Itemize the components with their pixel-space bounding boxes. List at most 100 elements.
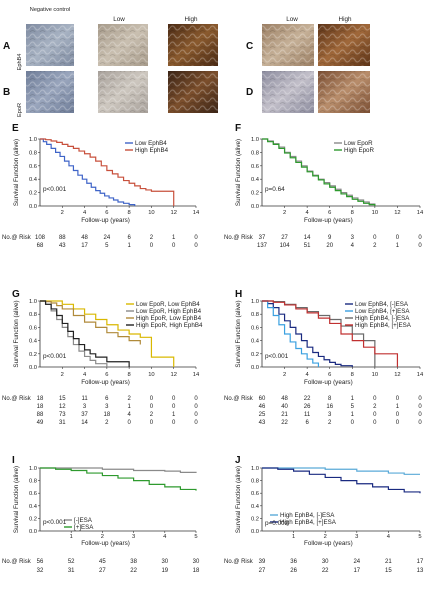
x-tick-label: 8 [351, 372, 354, 378]
risk-value: 2 [373, 243, 377, 249]
y-tick-label: 0.8 [251, 150, 259, 156]
series-line [262, 467, 420, 475]
x-tick-label: 6 [105, 210, 108, 216]
risk-value: 1 [172, 412, 176, 418]
risk-value: 22 [304, 396, 311, 402]
x-tick-label: 3 [132, 534, 135, 540]
series-line [40, 467, 197, 491]
x-tick-label: 14 [193, 372, 200, 378]
risk-value: 40 [281, 404, 288, 410]
y-tick-label: 0.4 [29, 177, 38, 183]
risk-value: 48 [81, 235, 88, 241]
col-label-low-left: Low [113, 16, 125, 23]
risk-value: 2 [150, 235, 154, 241]
risk-value: 31 [68, 568, 75, 574]
y-tick-label: 0.4 [29, 504, 38, 510]
micrograph-D-low [262, 71, 314, 113]
series-line [262, 300, 353, 367]
legend-label: Low EphB4, [+]ESA [355, 308, 410, 315]
y-tick-label: 0.8 [29, 150, 37, 156]
panel-label-E: E [12, 123, 19, 134]
risk-value: 21 [281, 412, 288, 418]
y-tick-label: 0.0 [251, 204, 259, 210]
risk-value: 6 [105, 396, 109, 402]
y-axis-label: Survival Function (alive) [235, 300, 242, 367]
y-tick-label: 1.0 [251, 137, 259, 143]
legend-label: Low EpoR, Low EphB4 [136, 301, 200, 308]
risk-value: 13 [417, 568, 424, 574]
y-tick-label: 0.2 [251, 516, 259, 522]
risk-value: 3 [83, 404, 87, 410]
risk-value: 0 [396, 396, 400, 402]
series-line [40, 300, 175, 367]
risk-value: 0 [373, 396, 377, 402]
x-tick-label: 12 [170, 210, 176, 216]
risk-value: 43 [59, 243, 66, 249]
series-line [262, 138, 376, 206]
risk-value: 22 [322, 568, 329, 574]
risk-value: 18 [104, 412, 111, 418]
x-tick-label: 12 [394, 372, 400, 378]
panel-label-J: J [235, 455, 241, 466]
risk-value: 108 [35, 235, 46, 241]
risk-value: 48 [281, 396, 288, 402]
series-line [40, 138, 136, 206]
risk-value: 30 [193, 559, 200, 565]
y-tick-label: 0.4 [251, 177, 260, 183]
risk-value: 12 [59, 404, 66, 410]
risk-value: 4 [127, 412, 131, 418]
x-tick-label: 12 [170, 372, 176, 378]
risk-value: 38 [130, 559, 137, 565]
panel-label-H: H [235, 289, 242, 300]
col-label-low-right: Low [286, 16, 298, 23]
risk-value: 20 [326, 243, 333, 249]
p-value: p<0.001 [43, 186, 67, 193]
y-tick-label: 0.2 [29, 191, 37, 197]
x-tick-label: 1 [70, 534, 73, 540]
col-label-high-left: High [185, 16, 198, 23]
col-label-high-right: High [339, 16, 352, 23]
risk-value: 1 [396, 404, 400, 410]
risk-value: 27 [99, 568, 106, 574]
risk-value: 36 [290, 559, 297, 565]
y-tick-label: 0.6 [29, 164, 37, 170]
risk-value: 22 [281, 420, 288, 426]
y-tick-label: 0.4 [29, 339, 38, 345]
risk-value: 27 [259, 568, 266, 574]
risk-value: 14 [81, 420, 88, 426]
series-line [40, 300, 130, 367]
y-tick-label: 0.6 [251, 491, 259, 497]
x-axis-label: Follow-up (years) [304, 379, 353, 386]
x-tick-label: 10 [148, 372, 154, 378]
y-tick-label: 1.0 [29, 137, 37, 143]
risk-value: 0 [172, 420, 176, 426]
x-tick-label: 8 [351, 210, 354, 216]
x-axis-label: Follow-up (years) [304, 217, 353, 224]
risk-label: No.@ Risk [224, 559, 254, 565]
y-tick-label: 1.0 [251, 299, 259, 305]
panel-label-F: F [235, 123, 241, 134]
x-tick-label: 10 [372, 372, 378, 378]
micrograph-B-high [168, 71, 218, 113]
x-tick-label: 2 [61, 210, 64, 216]
risk-value: 1 [351, 396, 355, 402]
series-line [40, 467, 197, 474]
y-tick-label: 0.4 [251, 339, 260, 345]
risk-value: 0 [396, 235, 400, 241]
legend-label: High EphB4 [135, 147, 169, 154]
x-axis-label: Follow-up (years) [81, 540, 130, 547]
risk-value: 24 [353, 559, 360, 565]
risk-value: 31 [59, 420, 66, 426]
risk-value: 8 [328, 396, 332, 402]
risk-value: 11 [81, 396, 88, 402]
col-label-negative-control: Negative control [30, 7, 70, 13]
risk-value: 0 [373, 412, 377, 418]
survival-charts: E F G H I J 0.00.20.40.60.81.02 4 6 8 10 12 14… [2, 123, 424, 574]
risk-value: 14 [304, 235, 311, 241]
x-tick-label: 4 [163, 534, 167, 540]
risk-label: No.@ Risk [2, 559, 32, 565]
y-tick-label: 0.2 [251, 191, 259, 197]
p-value: p=0.002 [265, 520, 289, 527]
